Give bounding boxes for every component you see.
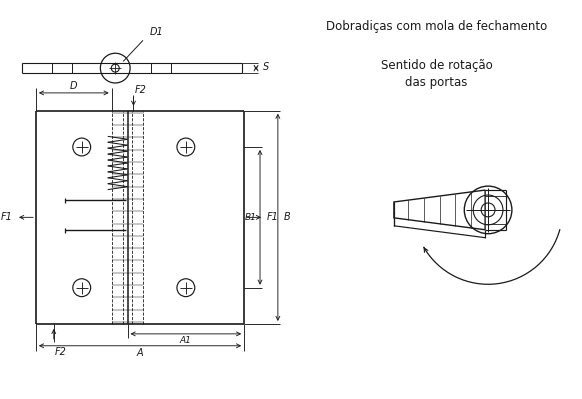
Text: F1: F1 [267, 212, 279, 222]
Text: F2: F2 [134, 85, 146, 95]
Text: Sentido de rotação: Sentido de rotação [381, 59, 492, 72]
Text: F1: F1 [1, 212, 13, 222]
Text: D: D [70, 81, 77, 91]
Text: D1: D1 [150, 28, 164, 38]
Text: S: S [263, 62, 269, 72]
Text: A: A [137, 348, 143, 358]
Text: B1: B1 [245, 213, 257, 222]
Text: das portas: das portas [405, 76, 468, 89]
Text: B: B [284, 212, 290, 222]
Text: A1: A1 [180, 336, 192, 345]
Text: F2: F2 [55, 347, 66, 357]
Text: Dobradiças com mola de fechamento: Dobradiças com mola de fechamento [326, 20, 547, 33]
